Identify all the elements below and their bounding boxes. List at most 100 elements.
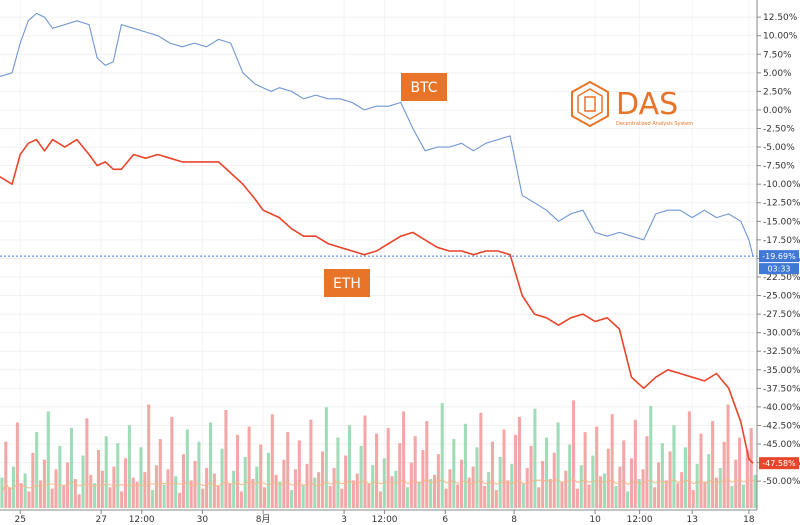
volume-bar <box>263 487 267 508</box>
volume-bar <box>93 483 97 508</box>
y-tick-label: 12.50% <box>763 13 798 23</box>
volume-bar <box>517 416 522 508</box>
y-tick-label: -40.00% <box>763 403 800 413</box>
volume-bar <box>89 474 93 508</box>
volume-bar <box>178 492 182 508</box>
volume-bar <box>533 408 537 508</box>
volume-bar <box>286 432 290 508</box>
volume-bar <box>637 479 641 508</box>
volume-bar <box>174 476 178 508</box>
volume-bar <box>591 455 595 508</box>
volume-bar <box>348 425 352 508</box>
volume-bar <box>749 427 753 508</box>
volume-bar <box>452 439 456 508</box>
x-tick-label: 25 <box>15 515 26 525</box>
volume-bar <box>745 450 749 508</box>
y-tick-label: -22.50% <box>763 273 800 283</box>
x-tick-label: 10 <box>589 515 601 525</box>
x-tick-label: 12:00 <box>129 515 155 525</box>
volume-bar <box>703 481 707 508</box>
volume-bar <box>707 454 711 508</box>
volume-bar <box>270 414 274 508</box>
grid-lines <box>0 0 757 510</box>
volume-bar <box>243 456 247 508</box>
volume-bar <box>432 474 437 508</box>
tag-btc-bg <box>401 73 447 101</box>
volume-bar <box>726 404 730 508</box>
eth-value-badge-bg <box>759 457 799 470</box>
volume-bar <box>467 477 471 508</box>
volume-bar <box>386 427 390 508</box>
volume-bar <box>73 479 77 508</box>
volume-bar <box>332 467 336 508</box>
volume-bar <box>23 473 27 508</box>
logo-name: DAS <box>616 87 678 122</box>
volume-bar <box>514 434 518 508</box>
volume-bar <box>656 462 661 508</box>
volume-bar <box>340 488 344 508</box>
volume-bar <box>324 407 328 508</box>
volume-bar <box>85 418 89 508</box>
volume-bar <box>297 440 301 508</box>
volume-bar <box>684 447 688 508</box>
volume-moving-average <box>1 478 756 494</box>
volume-bar <box>42 459 46 508</box>
eth-value-badge: -47.58% <box>762 459 796 468</box>
volume-bar <box>108 487 112 508</box>
volume-bar <box>614 485 618 508</box>
volume-bar <box>135 481 139 508</box>
volume-bar <box>440 403 444 508</box>
volume-bar <box>104 436 108 508</box>
volume-bar <box>529 445 533 508</box>
volume-bar <box>548 479 552 508</box>
logo-tagline: Decentralized Analysis System <box>616 121 693 127</box>
volume-bar <box>116 443 120 508</box>
volume-bar <box>606 448 610 508</box>
volume-bar <box>676 483 680 508</box>
volume-bar <box>413 436 417 508</box>
volume-bar <box>479 412 483 508</box>
volume-bar <box>460 459 464 508</box>
tag-btc: BTC <box>410 80 437 96</box>
volume-bar <box>147 404 151 508</box>
volume-bar <box>599 476 603 508</box>
volume-bar <box>35 432 39 508</box>
das-logo[interactable]: DAS Decentralized Analysis System <box>571 80 693 128</box>
x-tick-label: 12:00 <box>372 515 398 525</box>
volume-bar <box>181 454 185 508</box>
volume-bar <box>645 436 649 508</box>
y-tick-label: -25.00% <box>763 292 800 302</box>
y-tick-label: -12.50% <box>763 199 800 209</box>
volume-bar <box>201 488 205 508</box>
volume-bar <box>587 484 591 508</box>
volume-bar <box>216 485 220 508</box>
volume-bar <box>660 443 664 508</box>
volume-bar <box>235 434 240 508</box>
x-tick-label: 8月 <box>256 514 271 525</box>
volume-bar <box>695 463 699 508</box>
y-tick-label: 10.00% <box>763 32 798 42</box>
volume-bar <box>162 484 166 508</box>
volume-bar <box>282 459 286 508</box>
y-tick-label: -5.00% <box>763 143 795 153</box>
volume-bar <box>444 488 448 508</box>
volume-bar <box>560 481 564 508</box>
volume-bar <box>572 400 576 508</box>
volume-bar <box>278 481 282 508</box>
volume-bar <box>502 429 506 508</box>
volume-bar <box>680 472 684 508</box>
x-tick-label: 3 <box>341 515 347 525</box>
volume-bar <box>259 444 263 508</box>
value-badges: -19.69% 03:33 -47.58% <box>759 250 799 470</box>
volume-bar <box>15 422 19 508</box>
volume-bar <box>46 411 50 508</box>
volume-bar <box>564 470 568 508</box>
volume-bar <box>309 419 313 508</box>
x-tick-label: 27 <box>95 515 106 525</box>
volume-bar <box>81 455 85 508</box>
volume-bar <box>50 488 54 508</box>
volume-bar <box>96 450 101 508</box>
volume-bar <box>375 433 379 508</box>
volume-bar <box>494 490 498 508</box>
